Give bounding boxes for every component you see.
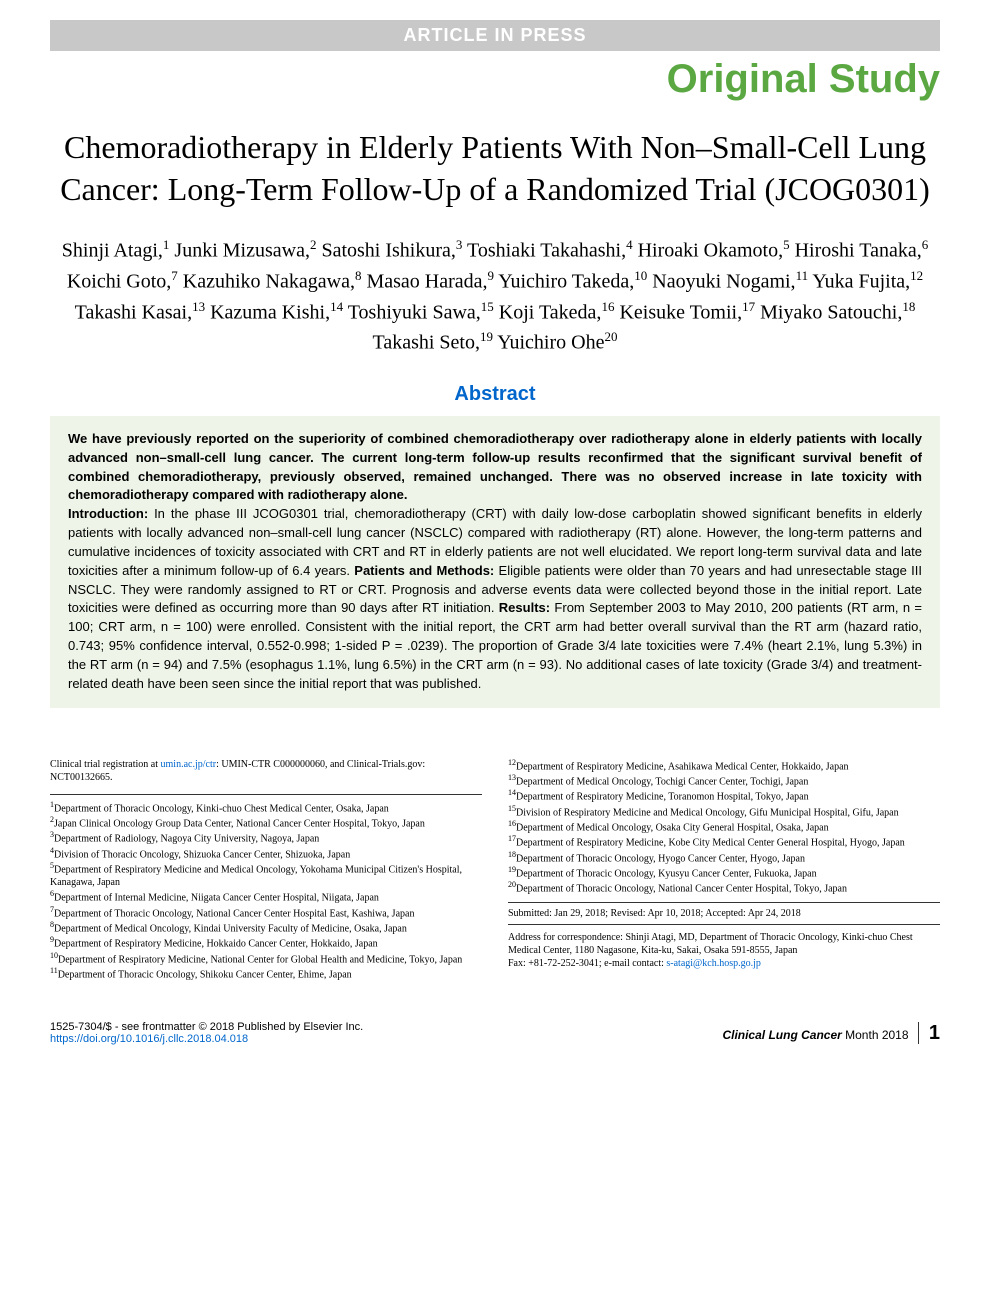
affiliation-item: 11Department of Thoracic Oncology, Shiko… — [50, 966, 482, 981]
affiliation-item: 7Department of Thoracic Oncology, Nation… — [50, 905, 482, 920]
footer-columns: Clinical trial registration at umin.ac.j… — [50, 758, 940, 982]
abstract-box: We have previously reported on the super… — [50, 416, 940, 708]
affiliation-item: 17Department of Respiratory Medicine, Ko… — [508, 834, 940, 849]
affiliation-item: 14Department of Respiratory Medicine, To… — [508, 788, 940, 803]
affiliations-right: 12Department of Respiratory Medicine, As… — [508, 758, 940, 896]
page-footer: 1525-7304/$ - see frontmatter © 2018 Pub… — [50, 1021, 940, 1045]
footer-left-column: Clinical trial registration at umin.ac.j… — [50, 758, 482, 982]
abstract-patients-label: Patients and Methods: — [354, 563, 494, 578]
correspondence-contact: Fax: +81-72-252-3041; e-mail contact: s-… — [508, 957, 940, 970]
page-number: 1 — [918, 1022, 940, 1044]
abstract-results-label: Results: — [499, 600, 550, 615]
frontmatter-text: 1525-7304/$ - see frontmatter © 2018 Pub… — [50, 1021, 363, 1033]
article-title: Chemoradiotherapy in Elderly Patients Wi… — [50, 127, 940, 210]
affiliation-item: 20Department of Thoracic Oncology, Natio… — [508, 880, 940, 895]
correspondence-address: Address for correspondence: Shinji Atagi… — [508, 931, 940, 957]
abstract-lead: We have previously reported on the super… — [68, 431, 922, 503]
issue-text: Month 2018 — [845, 1028, 908, 1042]
clinical-trial-link[interactable]: umin.ac.jp/ctr — [161, 759, 217, 770]
fax-label: Fax: +81-72-252-3041; e-mail contact: — [508, 958, 666, 969]
affiliation-item: 15Division of Respiratory Medicine and M… — [508, 804, 940, 819]
affiliation-item: 6Department of Internal Medicine, Niigat… — [50, 889, 482, 904]
affiliation-item: 4Division of Thoracic Oncology, Shizuoka… — [50, 846, 482, 861]
footer-right-column: 12Department of Respiratory Medicine, As… — [508, 758, 940, 982]
affiliation-item: 16Department of Medical Oncology, Osaka … — [508, 819, 940, 834]
affiliation-item: 13Department of Medical Oncology, Tochig… — [508, 773, 940, 788]
affiliation-item: 8Department of Medical Oncology, Kindai … — [50, 920, 482, 935]
affiliation-item: 19Department of Thoracic Oncology, Kyusy… — [508, 865, 940, 880]
submitted-dates: Submitted: Jan 29, 2018; Revised: Apr 10… — [508, 902, 940, 925]
footer-left: 1525-7304/$ - see frontmatter © 2018 Pub… — [50, 1021, 363, 1045]
divider — [50, 794, 482, 795]
affiliation-item: 5Department of Respiratory Medicine and … — [50, 861, 482, 889]
abstract-intro-label: Introduction: — [68, 506, 148, 521]
affiliation-item: 9Department of Respiratory Medicine, Hok… — [50, 935, 482, 950]
affiliation-item: 10Department of Respiratory Medicine, Na… — [50, 951, 482, 966]
journal-name: Clinical Lung Cancer — [722, 1028, 841, 1042]
affiliation-item: 3Department of Radiology, Nagoya City Un… — [50, 830, 482, 845]
affiliation-item: 2Japan Clinical Oncology Group Data Cent… — [50, 815, 482, 830]
affiliation-item: 12Department of Respiratory Medicine, As… — [508, 758, 940, 773]
doi-link[interactable]: https://doi.org/10.1016/j.cllc.2018.04.0… — [50, 1033, 248, 1045]
clinical-trial-registration: Clinical trial registration at umin.ac.j… — [50, 758, 482, 784]
affiliations-left: 1Department of Thoracic Oncology, Kinki-… — [50, 800, 482, 982]
affiliation-item: 18Department of Thoracic Oncology, Hyogo… — [508, 850, 940, 865]
clinical-trial-prefix: Clinical trial registration at — [50, 759, 161, 770]
abstract-heading: Abstract — [50, 383, 940, 406]
footer-right: Clinical Lung Cancer Month 2018 1 — [722, 1022, 940, 1045]
affiliation-item: 1Department of Thoracic Oncology, Kinki-… — [50, 800, 482, 815]
article-in-press-banner: ARTICLE IN PRESS — [50, 20, 940, 51]
author-list: Shinji Atagi,1 Junki Mizusawa,2 Satoshi … — [50, 235, 940, 358]
study-type-badge: Original Study — [50, 57, 940, 102]
correspondence-email-link[interactable]: s-atagi@kch.hosp.go.jp — [666, 958, 760, 969]
